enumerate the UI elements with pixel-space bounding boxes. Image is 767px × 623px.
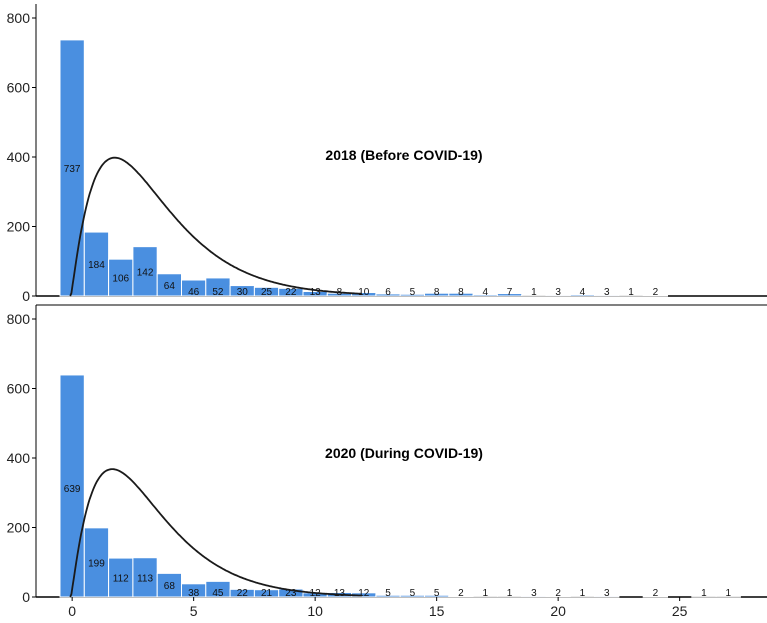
bar-value-label: 2 [458,588,464,599]
bar [642,595,669,598]
bar-value-label: 4 [482,287,488,298]
bar-value-label: 2 [555,588,561,599]
bar-value-label: 106 [112,274,129,285]
bar [108,258,134,297]
y-tick-label: 200 [7,520,31,536]
bar-value-label: 8 [434,287,440,298]
bar-value-label: 10 [358,287,370,298]
y-tick-label: 600 [7,381,31,397]
bar-value-label: 184 [88,260,105,271]
y-tick-label: 200 [7,219,31,235]
bar-value-label: 737 [64,164,81,175]
bar-value-label: 64 [164,281,176,292]
bar-value-label: 45 [212,588,224,599]
bar-value-label: 21 [261,588,273,599]
bar [59,39,85,297]
bar-value-label: 7 [507,287,513,298]
bar-value-label: 1 [701,588,707,599]
bar [108,557,134,598]
bar [83,231,110,297]
bar-value-label: 5 [410,588,416,599]
bar-value-label: 1 [531,287,537,298]
panel-title: 2020 (During COVID-19) [325,445,483,461]
bar-value-label: 22 [285,287,297,298]
bar-value-label: 2 [653,287,659,298]
bar-value-label: 13 [334,588,346,599]
bar-value-label: 5 [410,287,416,298]
bar-value-label: 1 [507,588,513,599]
bar-value-label: 25 [261,287,273,298]
y-tick-label: 400 [7,450,31,466]
bar [642,294,669,297]
bar [132,246,158,297]
bar-value-label: 142 [137,267,154,278]
bar-value-label: 12 [358,588,370,599]
bar-value-label: 8 [458,287,464,298]
panel-title: 2018 (Before COVID-19) [325,147,482,163]
x-tick-label: 10 [307,603,323,619]
bar-value-label: 113 [137,573,153,584]
y-tick-label: 800 [7,10,31,26]
fit-curve [69,156,362,297]
bar-value-label: 6 [385,287,391,298]
bar-value-label: 199 [88,558,105,569]
bar-value-label: 3 [555,287,561,298]
y-tick-label: 800 [7,311,31,327]
bar-value-label: 13 [310,287,322,298]
bar-value-label: 3 [604,588,610,599]
bar-value-label: 22 [237,588,249,599]
bar-value-label: 5 [385,588,391,599]
x-tick-label: 25 [672,603,688,619]
bar-value-label: 3 [604,287,610,298]
y-tick-label: 0 [22,288,30,304]
y-tick-label: 400 [7,149,31,165]
x-tick-label: 0 [68,603,76,619]
bar-value-label: 5 [434,588,440,599]
bar-value-label: 1 [725,588,731,599]
x-tick-label: 15 [429,603,445,619]
fit-curve [69,468,362,598]
bar-value-label: 23 [285,588,297,599]
bar-value-label: 639 [64,484,81,495]
bar [59,374,85,598]
bar-value-label: 1 [482,588,488,599]
bar [83,527,110,598]
bar-value-label: 46 [188,287,200,298]
bar-value-label: 38 [188,588,200,599]
bar-value-label: 2 [653,588,659,599]
bar-value-label: 30 [237,287,249,298]
bar-value-label: 1 [628,287,634,298]
bar-value-label: 4 [580,287,586,298]
bar-value-label: 1 [580,588,586,599]
bar-value-label: 112 [113,574,129,585]
bar [496,293,523,297]
x-tick-label: 5 [190,603,198,619]
bar-value-label: 52 [212,287,224,298]
y-tick-label: 600 [7,80,31,96]
bar [132,557,158,598]
bar-value-label: 68 [164,581,176,592]
x-tick-label: 20 [550,603,566,619]
bar [594,595,620,598]
bar-value-label: 3 [531,588,537,599]
y-tick-label: 0 [22,589,30,605]
